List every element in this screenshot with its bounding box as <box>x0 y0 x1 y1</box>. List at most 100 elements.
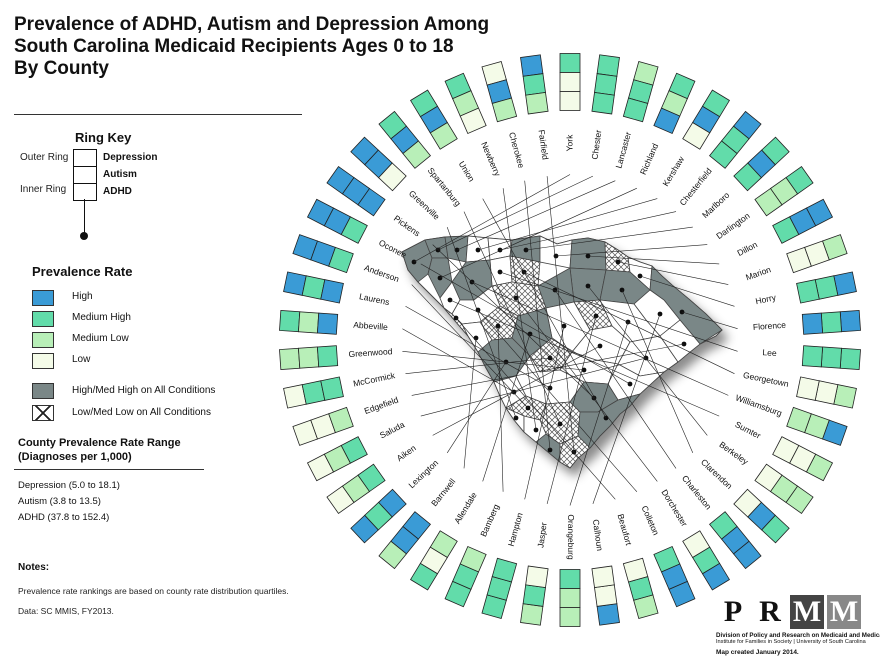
label-low-all: Low/Med Low on All Conditions <box>72 407 211 418</box>
ring-tile-hampton <box>481 557 518 620</box>
county-label-orangeburg: Orangeburg <box>566 514 576 560</box>
county-label-darlington: Darlington <box>714 210 752 241</box>
ring-cell-adhd <box>402 511 431 540</box>
county-label-marlboro: Marlboro <box>700 190 732 220</box>
ring-tile-greenwood <box>279 345 339 370</box>
logo-letter-m1: M <box>790 595 824 629</box>
ring-tile-georgetown <box>796 376 857 409</box>
county-label-allendale: Allendale <box>452 490 479 525</box>
county-label-laurens: Laurens <box>358 291 390 307</box>
ring-cell-adhd <box>525 565 549 588</box>
swatch-medium-high <box>32 311 54 327</box>
ring-cell-autism <box>820 311 842 334</box>
ring-cell-depression <box>596 54 620 77</box>
ring-cell-adhd <box>320 376 344 401</box>
leader-line-orangeburg <box>569 321 629 506</box>
ring-key-title: Ring Key <box>75 130 132 145</box>
leader-line-richland <box>439 187 638 279</box>
county-label-clarendon: Clarendon <box>699 457 735 491</box>
ring-tile-bamberg <box>444 545 487 608</box>
ring-cell-adhd <box>709 140 738 169</box>
ring-cell-adhd <box>429 530 458 559</box>
range-title: County Prevalence Rate Range (Diagnoses … <box>18 436 181 464</box>
ring-cell-autism <box>298 311 320 334</box>
ring-cell-adhd <box>796 279 820 304</box>
ring-cell-adhd <box>316 345 339 368</box>
leader-line-union <box>482 198 607 419</box>
ring-tile-darlington <box>754 166 814 217</box>
ring-cell-adhd <box>801 345 824 368</box>
ring-tile-barnwell <box>378 511 431 570</box>
ring-cell-adhd <box>559 569 581 589</box>
leader-line-lexington <box>446 361 507 454</box>
ring-cell-autism <box>594 73 618 96</box>
ring-cell-adhd <box>653 545 681 573</box>
ring-cell-depression <box>279 347 301 370</box>
ring-tile-greenville <box>350 136 407 192</box>
ring-key-adhd: ADHD <box>103 186 132 197</box>
ring-cell-adhd <box>754 463 783 493</box>
county-label-chester: Chester <box>589 129 603 160</box>
ring-tile-edgefield <box>292 406 354 446</box>
logo-division-name: Division of Policy and Research on Medic… <box>716 632 880 639</box>
ring-cell-adhd <box>328 406 354 434</box>
label-low: Low <box>72 354 91 365</box>
ring-cell-adhd <box>559 91 581 111</box>
ring-key-leader-dot <box>80 232 88 240</box>
county-label-kershaw: Kershaw <box>660 154 686 188</box>
ring-tile-allendale <box>409 530 458 591</box>
prevalence-title: Prevalence Rate <box>32 264 133 279</box>
leader-lines <box>402 174 738 506</box>
ring-cell-adhd <box>754 187 783 217</box>
ring-tile-oconee <box>306 198 368 244</box>
leader-line-clarendon <box>621 289 694 454</box>
county-label-berkeley: Berkeley <box>717 439 750 467</box>
county-label-charleston: Charleston <box>680 473 714 511</box>
county-label-barnwell: Barnwell <box>429 476 457 508</box>
range-depression: Depression (5.0 to 18.1) <box>18 480 120 491</box>
county-label-cherokee: Cherokee <box>507 131 527 169</box>
ring-tile-beaufort <box>622 557 659 620</box>
ring-cell-autism <box>522 584 546 607</box>
ring-cell-adhd <box>340 436 368 464</box>
ring-cell-adhd <box>622 557 649 583</box>
ring-cell-adhd <box>709 511 738 540</box>
leader-line-colleton <box>477 309 638 492</box>
ring-cell-depression <box>520 603 544 626</box>
ring-cell-adhd <box>491 97 518 123</box>
title-line-3: By County <box>14 58 109 79</box>
ring-tile-marlboro <box>733 136 790 192</box>
ring-cell-adhd <box>591 92 615 115</box>
leader-line-florence <box>681 311 738 329</box>
county-label-lexington: Lexington <box>406 458 440 491</box>
outer-ring-label: Outer Ring <box>20 152 69 163</box>
county-label-lancaster: Lancaster <box>613 131 633 170</box>
ring-tile-mccormick <box>283 376 344 409</box>
ring-tile-calhoun <box>591 565 620 626</box>
county-label-spartanburg: Spartanburg <box>426 165 463 208</box>
leader-line-georgetown <box>523 271 735 374</box>
ring-cell-adhd <box>459 545 487 573</box>
county-label-york: York <box>564 134 574 151</box>
ring-cell-adhd <box>682 121 711 150</box>
notes-line-2: Data: SC MMIS, FY2013. <box>18 606 114 616</box>
ring-cell-autism <box>594 584 618 607</box>
county-label-georgetown: Georgetown <box>742 370 790 389</box>
county-label-calhoun: Calhoun <box>591 519 605 552</box>
title-divider <box>14 114 302 115</box>
ring-tile-newberry <box>444 72 487 135</box>
map-title: Prevalence of ADHD, Autism and Depressio… <box>14 14 494 80</box>
ring-cell-autism <box>298 346 320 369</box>
ring-tile-laurens <box>283 271 344 304</box>
ring-cell-depression <box>596 603 620 626</box>
ring-cell-adhd <box>525 92 549 115</box>
ring-tile-colleton <box>653 545 696 608</box>
county-label-mccormick: McCormick <box>352 370 396 389</box>
leader-line-greenwood <box>402 351 585 371</box>
logo-letter-m2: M <box>827 595 861 629</box>
leader-line-york <box>413 174 571 263</box>
label-high-all: High/Med High on All Conditions <box>72 385 216 396</box>
leader-line-beaufort <box>455 317 616 500</box>
county-label-fairfield: Fairfield <box>537 129 551 161</box>
